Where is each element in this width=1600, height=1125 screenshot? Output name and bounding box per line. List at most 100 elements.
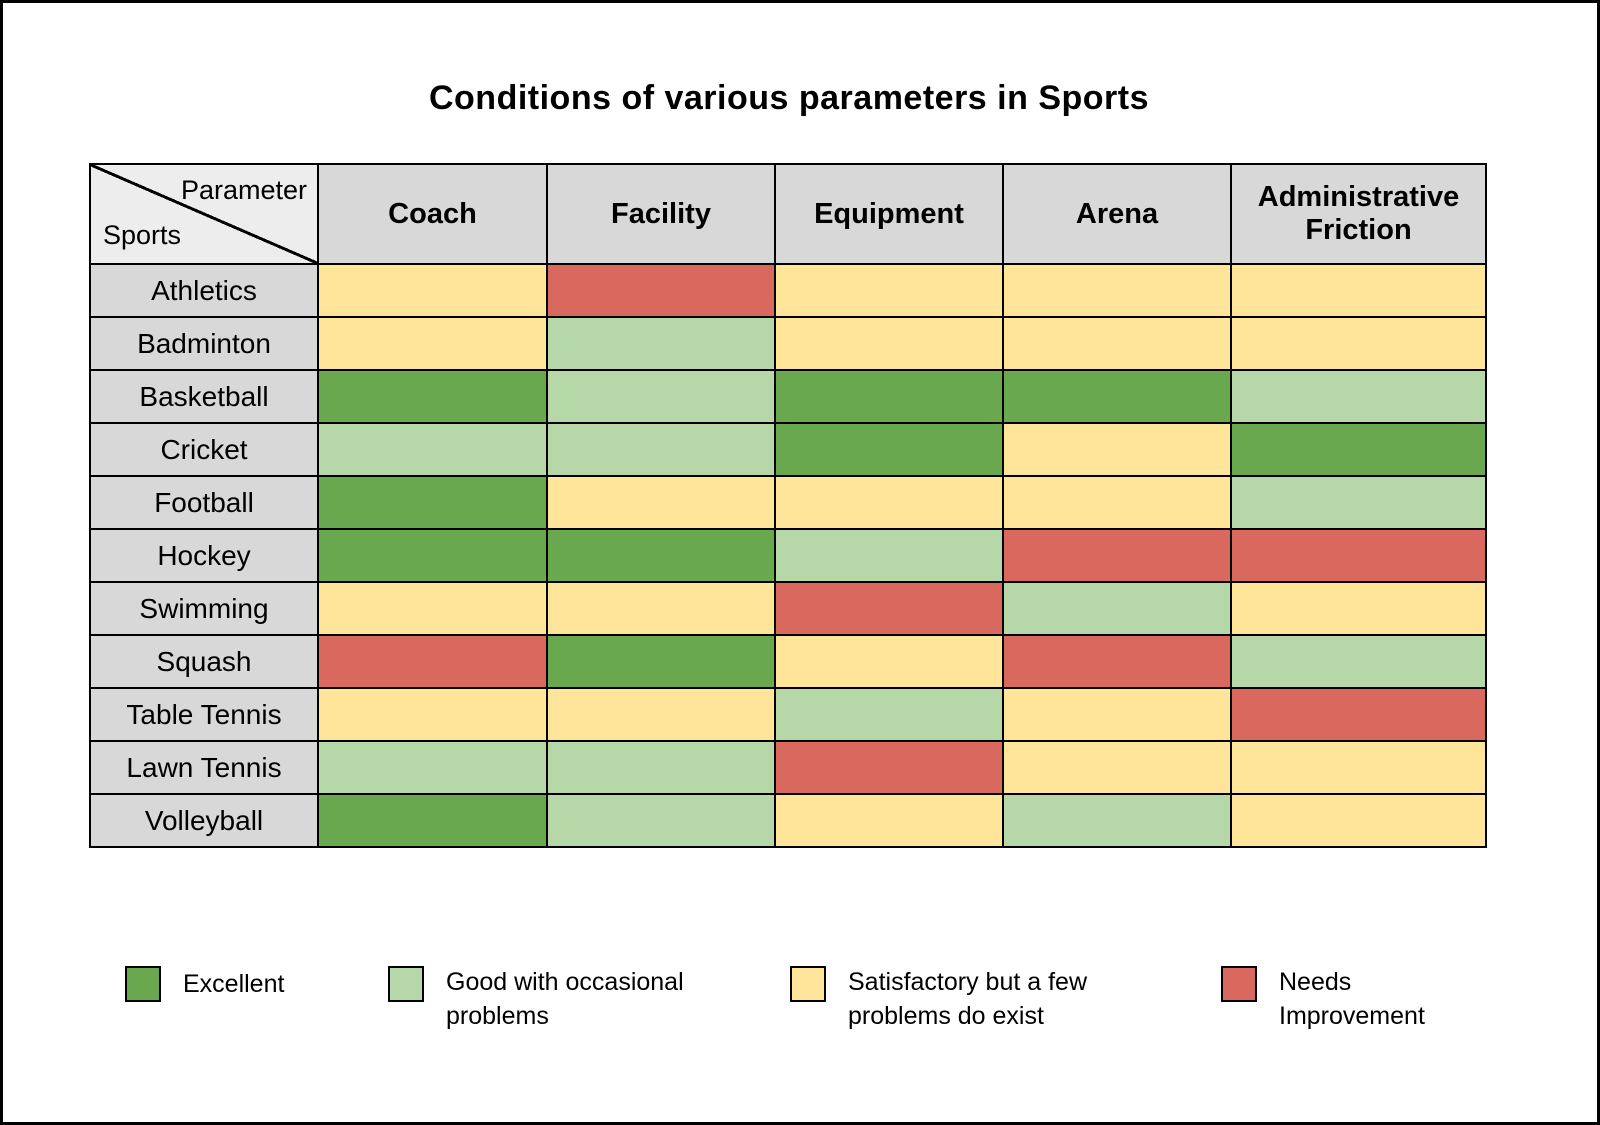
status-cell-good [546,369,776,424]
legend-item-good: Good with occasional problems [388,965,716,1033]
status-cell-needs-improvement [774,740,1004,795]
status-cell-good [1002,581,1232,636]
status-cell-satisfactory [774,793,1004,848]
table-row-basketball: Basketball [89,369,1487,424]
status-cell-satisfactory [1230,263,1487,318]
status-cell-satisfactory [1002,422,1232,477]
status-cell-satisfactory [774,475,1004,530]
legend-swatch-needs-improvement [1221,966,1257,1002]
status-cell-excellent [317,793,548,848]
status-cell-satisfactory [774,634,1004,689]
status-cell-satisfactory [1230,316,1487,371]
status-cell-satisfactory [1002,316,1232,371]
table-row-squash: Squash [89,634,1487,689]
status-cell-satisfactory [317,687,548,742]
row-header-squash: Squash [89,634,319,689]
column-header-coach: Coach [317,163,548,265]
table-row-badminton: Badminton [89,316,1487,371]
status-cell-good [546,316,776,371]
status-cell-satisfactory [774,316,1004,371]
status-cell-good [1230,475,1487,530]
row-header-football: Football [89,475,319,530]
status-cell-satisfactory [317,581,548,636]
status-cell-satisfactory [774,263,1004,318]
status-cell-good [1230,634,1487,689]
column-header-facility: Facility [546,163,776,265]
status-cell-excellent [317,369,548,424]
status-cell-satisfactory [546,581,776,636]
status-cell-satisfactory [1230,581,1487,636]
sports-parameters-table: Parameter Sports Coach Facility Equipment A… [89,163,1487,848]
table-row-lawn-tennis: Lawn Tennis [89,740,1487,795]
row-header-lawn-tennis: Lawn Tennis [89,740,319,795]
column-header-arena: Arena [1002,163,1232,265]
table-row-volleyball: Volleyball [89,793,1487,848]
row-header-basketball: Basketball [89,369,319,424]
corner-parameter-label: Parameter [180,175,307,205]
status-cell-good [774,528,1004,583]
header-row: Parameter Sports Coach Facility Equipment A… [89,163,1487,265]
status-cell-excellent [546,634,776,689]
row-header-swimming: Swimming [89,581,319,636]
status-cell-good [317,422,548,477]
status-cell-satisfactory [546,475,776,530]
status-cell-good [1230,369,1487,424]
corner-sports-label: Sports [103,220,182,250]
corner-cell: Parameter Sports [89,163,319,265]
status-cell-satisfactory [317,263,548,318]
legend: Excellent Good with occasional problems Sa… [3,965,1597,1095]
table-row-football: Football [89,475,1487,530]
row-header-badminton: Badminton [89,316,319,371]
page-title: Conditions of various parameters in Spor… [428,79,1149,117]
status-cell-good [1002,793,1232,848]
status-cell-excellent [317,528,548,583]
table-row-table-tennis: Table Tennis [89,687,1487,742]
row-header-cricket: Cricket [89,422,319,477]
legend-label-good: Good with occasional problems [446,968,684,1030]
status-cell-good [546,793,776,848]
status-cell-good [546,740,776,795]
legend-swatch-good [388,966,424,1002]
legend-item-satisfactory: Satisfactory but a few problems do exist [790,965,1133,1033]
table-row-swimming: Swimming [89,581,1487,636]
status-cell-excellent [317,475,548,530]
table-row-cricket: Cricket [89,422,1487,477]
status-cell-excellent [1002,369,1232,424]
status-cell-needs-improvement [1230,528,1487,583]
legend-item-needs-improvement: Needs Improvement [1221,965,1454,1033]
status-cell-satisfactory [1002,475,1232,530]
legend-swatch-satisfactory [790,966,826,1002]
status-cell-needs-improvement [1230,687,1487,742]
status-cell-satisfactory [546,687,776,742]
column-header-equipment: Equipment [774,163,1004,265]
status-cell-satisfactory [1230,740,1487,795]
status-cell-needs-improvement [546,263,776,318]
status-cell-good [317,740,548,795]
row-header-hockey: Hockey [89,528,319,583]
table-row-hockey: Hockey [89,528,1487,583]
status-cell-needs-improvement [317,634,548,689]
status-cell-needs-improvement [774,581,1004,636]
table-row-athletics: Athletics [89,263,1487,318]
status-cell-excellent [1230,422,1487,477]
status-cell-excellent [774,369,1004,424]
legend-label-needs-improvement: Needs Improvement [1279,968,1425,1030]
status-cell-excellent [546,528,776,583]
row-header-volleyball: Volleyball [89,793,319,848]
row-header-table-tennis: Table Tennis [89,687,319,742]
status-cell-needs-improvement [1002,634,1232,689]
status-cell-satisfactory [1002,263,1232,318]
status-cell-satisfactory [317,316,548,371]
legend-label-excellent: Excellent [183,969,285,998]
status-cell-good [774,687,1004,742]
status-cell-needs-improvement [1002,528,1232,583]
status-cell-satisfactory [1230,793,1487,848]
row-header-athletics: Athletics [89,263,319,318]
legend-swatch-excellent [125,966,161,1002]
status-cell-satisfactory [1002,740,1232,795]
legend-label-satisfactory: Satisfactory but a few problems do exist [848,968,1088,1030]
status-cell-good [546,422,776,477]
column-header-administrative-friction: Administrative Friction [1230,163,1487,265]
status-cell-excellent [774,422,1004,477]
